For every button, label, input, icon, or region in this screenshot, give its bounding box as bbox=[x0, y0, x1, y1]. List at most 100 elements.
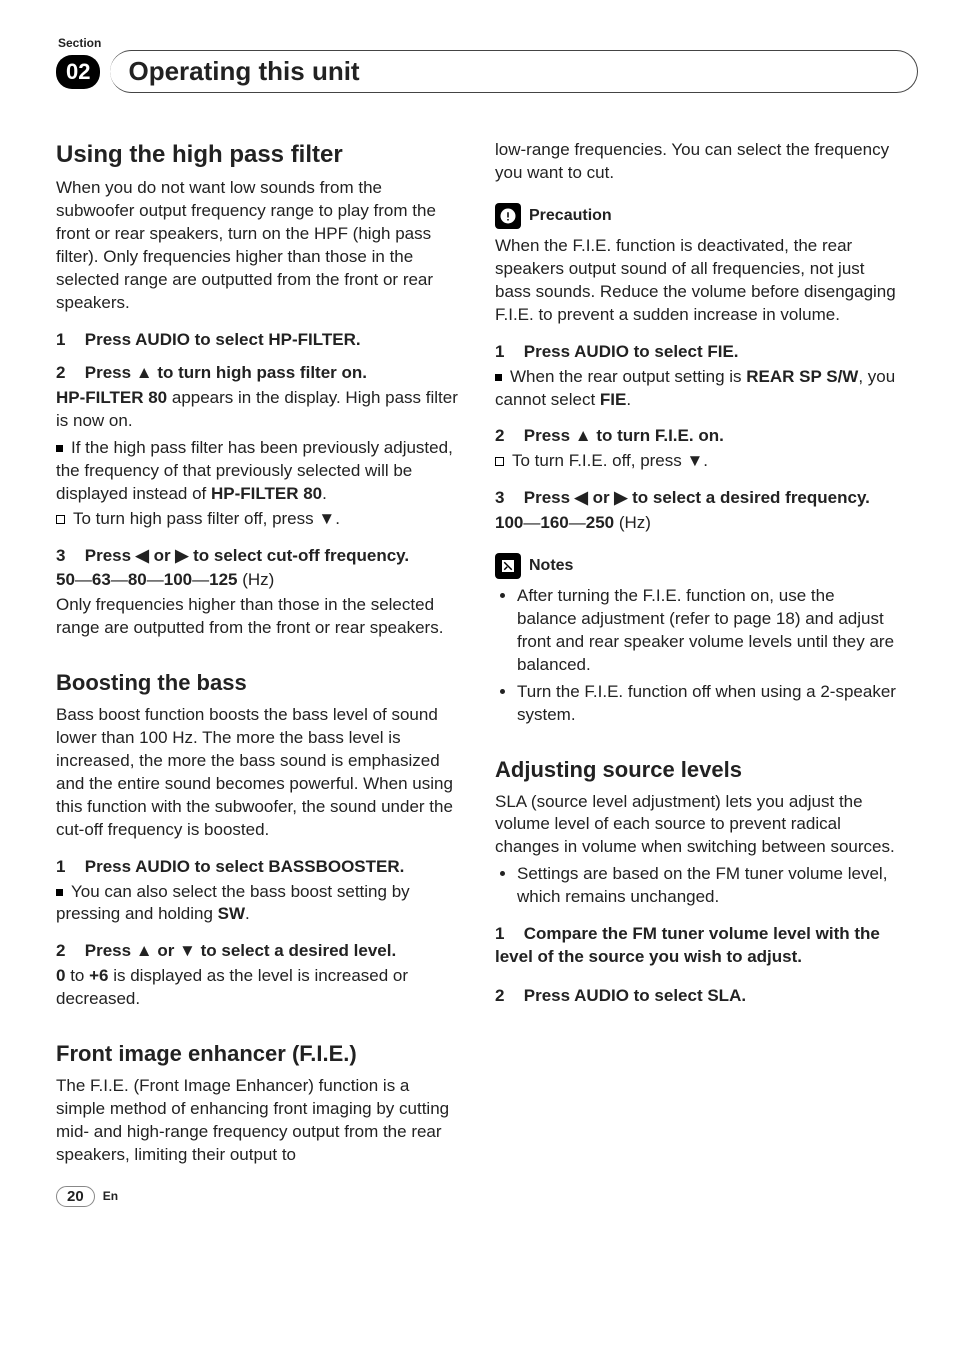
v: 100 bbox=[164, 570, 192, 589]
bass-step2: 2 Press ▲ or ▼ to select a desired level… bbox=[56, 940, 459, 963]
sep: — bbox=[111, 570, 128, 589]
heading-hpf: Using the high pass filter bbox=[56, 139, 459, 171]
sep: — bbox=[192, 570, 209, 589]
fie-step3: 3 Press ◀ or ▶ to select a desired frequ… bbox=[495, 487, 898, 510]
step-num: 2 bbox=[56, 940, 80, 963]
content-columns: Using the high pass filter When you do n… bbox=[56, 139, 898, 1167]
text: When the rear output setting is bbox=[510, 367, 746, 386]
precaution-block: Precaution bbox=[495, 203, 898, 229]
sla-bullets: Settings are based on the FM tuner volum… bbox=[495, 863, 898, 909]
header-title: Operating this unit bbox=[110, 52, 898, 91]
hpf-step1: 1 Press AUDIO to select HP-FILTER. bbox=[56, 329, 459, 352]
page: Section 02 Operating this unit Using the… bbox=[0, 0, 954, 1227]
notes-icon bbox=[495, 553, 521, 579]
sla-intro: SLA (source level adjustment) lets you a… bbox=[495, 791, 898, 860]
hpf-step2-note1: If the high pass filter has been previou… bbox=[56, 437, 459, 506]
right-column: low-range frequencies. You can select th… bbox=[495, 139, 898, 1167]
heading-bass: Boosting the bass bbox=[56, 668, 459, 698]
hpf-step3: 3 Press ◀ or ▶ to select cut-off frequen… bbox=[56, 545, 459, 568]
fie-step2: 2 Press ▲ to turn F.I.E. on. bbox=[495, 425, 898, 448]
text: FIE bbox=[600, 390, 626, 409]
text: . bbox=[245, 904, 250, 923]
notes-block: Notes bbox=[495, 553, 898, 579]
step-text: Press ▲ or ▼ to select a desired level. bbox=[85, 941, 396, 960]
hpf-step3-body: Only frequencies higher than those in th… bbox=[56, 594, 459, 640]
text: to bbox=[65, 966, 89, 985]
sla-step1: 1 Compare the FM tuner volume level with… bbox=[495, 923, 898, 969]
square-bullet-icon bbox=[495, 374, 502, 381]
note-item: After turning the F.I.E. function on, us… bbox=[517, 585, 898, 677]
text: +6 bbox=[89, 966, 108, 985]
step-num: 1 bbox=[56, 329, 80, 352]
text: HP-FILTER 80 bbox=[211, 484, 322, 503]
step-num: 1 bbox=[56, 856, 80, 879]
v: 80 bbox=[128, 570, 147, 589]
sep: — bbox=[523, 513, 540, 532]
hpf-step2-body: HP-FILTER 80 appears in the display. Hig… bbox=[56, 387, 459, 433]
v: 63 bbox=[92, 570, 111, 589]
step-text: Press AUDIO to select HP-FILTER. bbox=[85, 330, 361, 349]
bass-step1-note: You can also select the bass boost setti… bbox=[56, 881, 459, 927]
section-number-badge: 02 bbox=[56, 55, 100, 89]
header-bar: 02 Operating this unit bbox=[56, 52, 898, 91]
hpf-step2-note2: To turn high pass filter off, press ▼. bbox=[56, 508, 459, 531]
step-num: 1 bbox=[495, 923, 519, 946]
fie-intro-cont: low-range frequencies. You can select th… bbox=[495, 139, 898, 185]
sla-bullet: Settings are based on the FM tuner volum… bbox=[517, 863, 898, 909]
v: 100 bbox=[495, 513, 523, 532]
text: HP-FILTER 80 bbox=[56, 388, 167, 407]
v: 125 bbox=[209, 570, 237, 589]
text: REAR SP S/W bbox=[746, 367, 858, 386]
fie-step1: 1 Press AUDIO to select FIE. bbox=[495, 341, 898, 364]
hpf-step3-values: 50—63—80—100—125 (Hz) bbox=[56, 569, 459, 592]
v: 160 bbox=[540, 513, 568, 532]
square-bullet-icon bbox=[56, 515, 65, 524]
text: . bbox=[626, 390, 631, 409]
square-bullet-icon bbox=[56, 889, 63, 896]
step-num: 3 bbox=[495, 487, 519, 510]
precaution-body: When the F.I.E. function is deactivated,… bbox=[495, 235, 898, 327]
v: 50 bbox=[56, 570, 75, 589]
unit: (Hz) bbox=[614, 513, 651, 532]
heading-sla: Adjusting source levels bbox=[495, 755, 898, 785]
step-text: Press AUDIO to select BASSBOOSTER. bbox=[85, 857, 405, 876]
precaution-icon bbox=[495, 203, 521, 229]
step-num: 2 bbox=[495, 985, 519, 1008]
step-num: 2 bbox=[56, 362, 80, 385]
text: . bbox=[322, 484, 327, 503]
step-text: Compare the FM tuner volume level with t… bbox=[495, 924, 880, 966]
notes-label: Notes bbox=[529, 555, 573, 577]
step-num: 3 bbox=[56, 545, 80, 568]
step-num: 1 bbox=[495, 341, 519, 364]
hpf-intro: When you do not want low sounds from the… bbox=[56, 177, 459, 315]
fie-intro: The F.I.E. (Front Image Enhancer) functi… bbox=[56, 1075, 459, 1167]
bass-step1: 1 Press AUDIO to select BASSBOOSTER. bbox=[56, 856, 459, 879]
fie-step2-note: To turn F.I.E. off, press ▼. bbox=[495, 450, 898, 473]
v: 250 bbox=[586, 513, 614, 532]
text: is displayed as the level is increased o… bbox=[56, 966, 408, 1008]
text: SW bbox=[218, 904, 245, 923]
precaution-label: Precaution bbox=[529, 205, 612, 227]
notes-list: After turning the F.I.E. function on, us… bbox=[495, 585, 898, 727]
step-text: Press ▲ to turn F.I.E. on. bbox=[524, 426, 724, 445]
step-text: Press AUDIO to select FIE. bbox=[524, 342, 739, 361]
bass-step2-body: 0 to +6 is displayed as the level is inc… bbox=[56, 965, 459, 1011]
step-text: Press ◀ or ▶ to select a desired frequen… bbox=[524, 488, 870, 507]
footer: 20 En bbox=[56, 1186, 118, 1207]
unit: (Hz) bbox=[238, 570, 275, 589]
step-num: 2 bbox=[495, 425, 519, 448]
sep: — bbox=[147, 570, 164, 589]
square-bullet-icon bbox=[56, 445, 63, 452]
hpf-step2: 2 Press ▲ to turn high pass filter on. bbox=[56, 362, 459, 385]
fie-step3-values: 100—160—250 (Hz) bbox=[495, 512, 898, 535]
left-column: Using the high pass filter When you do n… bbox=[56, 139, 459, 1167]
step-text: Press AUDIO to select SLA. bbox=[524, 986, 746, 1005]
square-bullet-icon bbox=[495, 457, 504, 466]
sep: — bbox=[75, 570, 92, 589]
step-text: Press ◀ or ▶ to select cut-off frequency… bbox=[85, 546, 409, 565]
note-item: Turn the F.I.E. function off when using … bbox=[517, 681, 898, 727]
language-code: En bbox=[103, 1189, 118, 1203]
sep: — bbox=[569, 513, 586, 532]
fie-step1-note: When the rear output setting is REAR SP … bbox=[495, 366, 898, 412]
heading-fie: Front image enhancer (F.I.E.) bbox=[56, 1039, 459, 1069]
